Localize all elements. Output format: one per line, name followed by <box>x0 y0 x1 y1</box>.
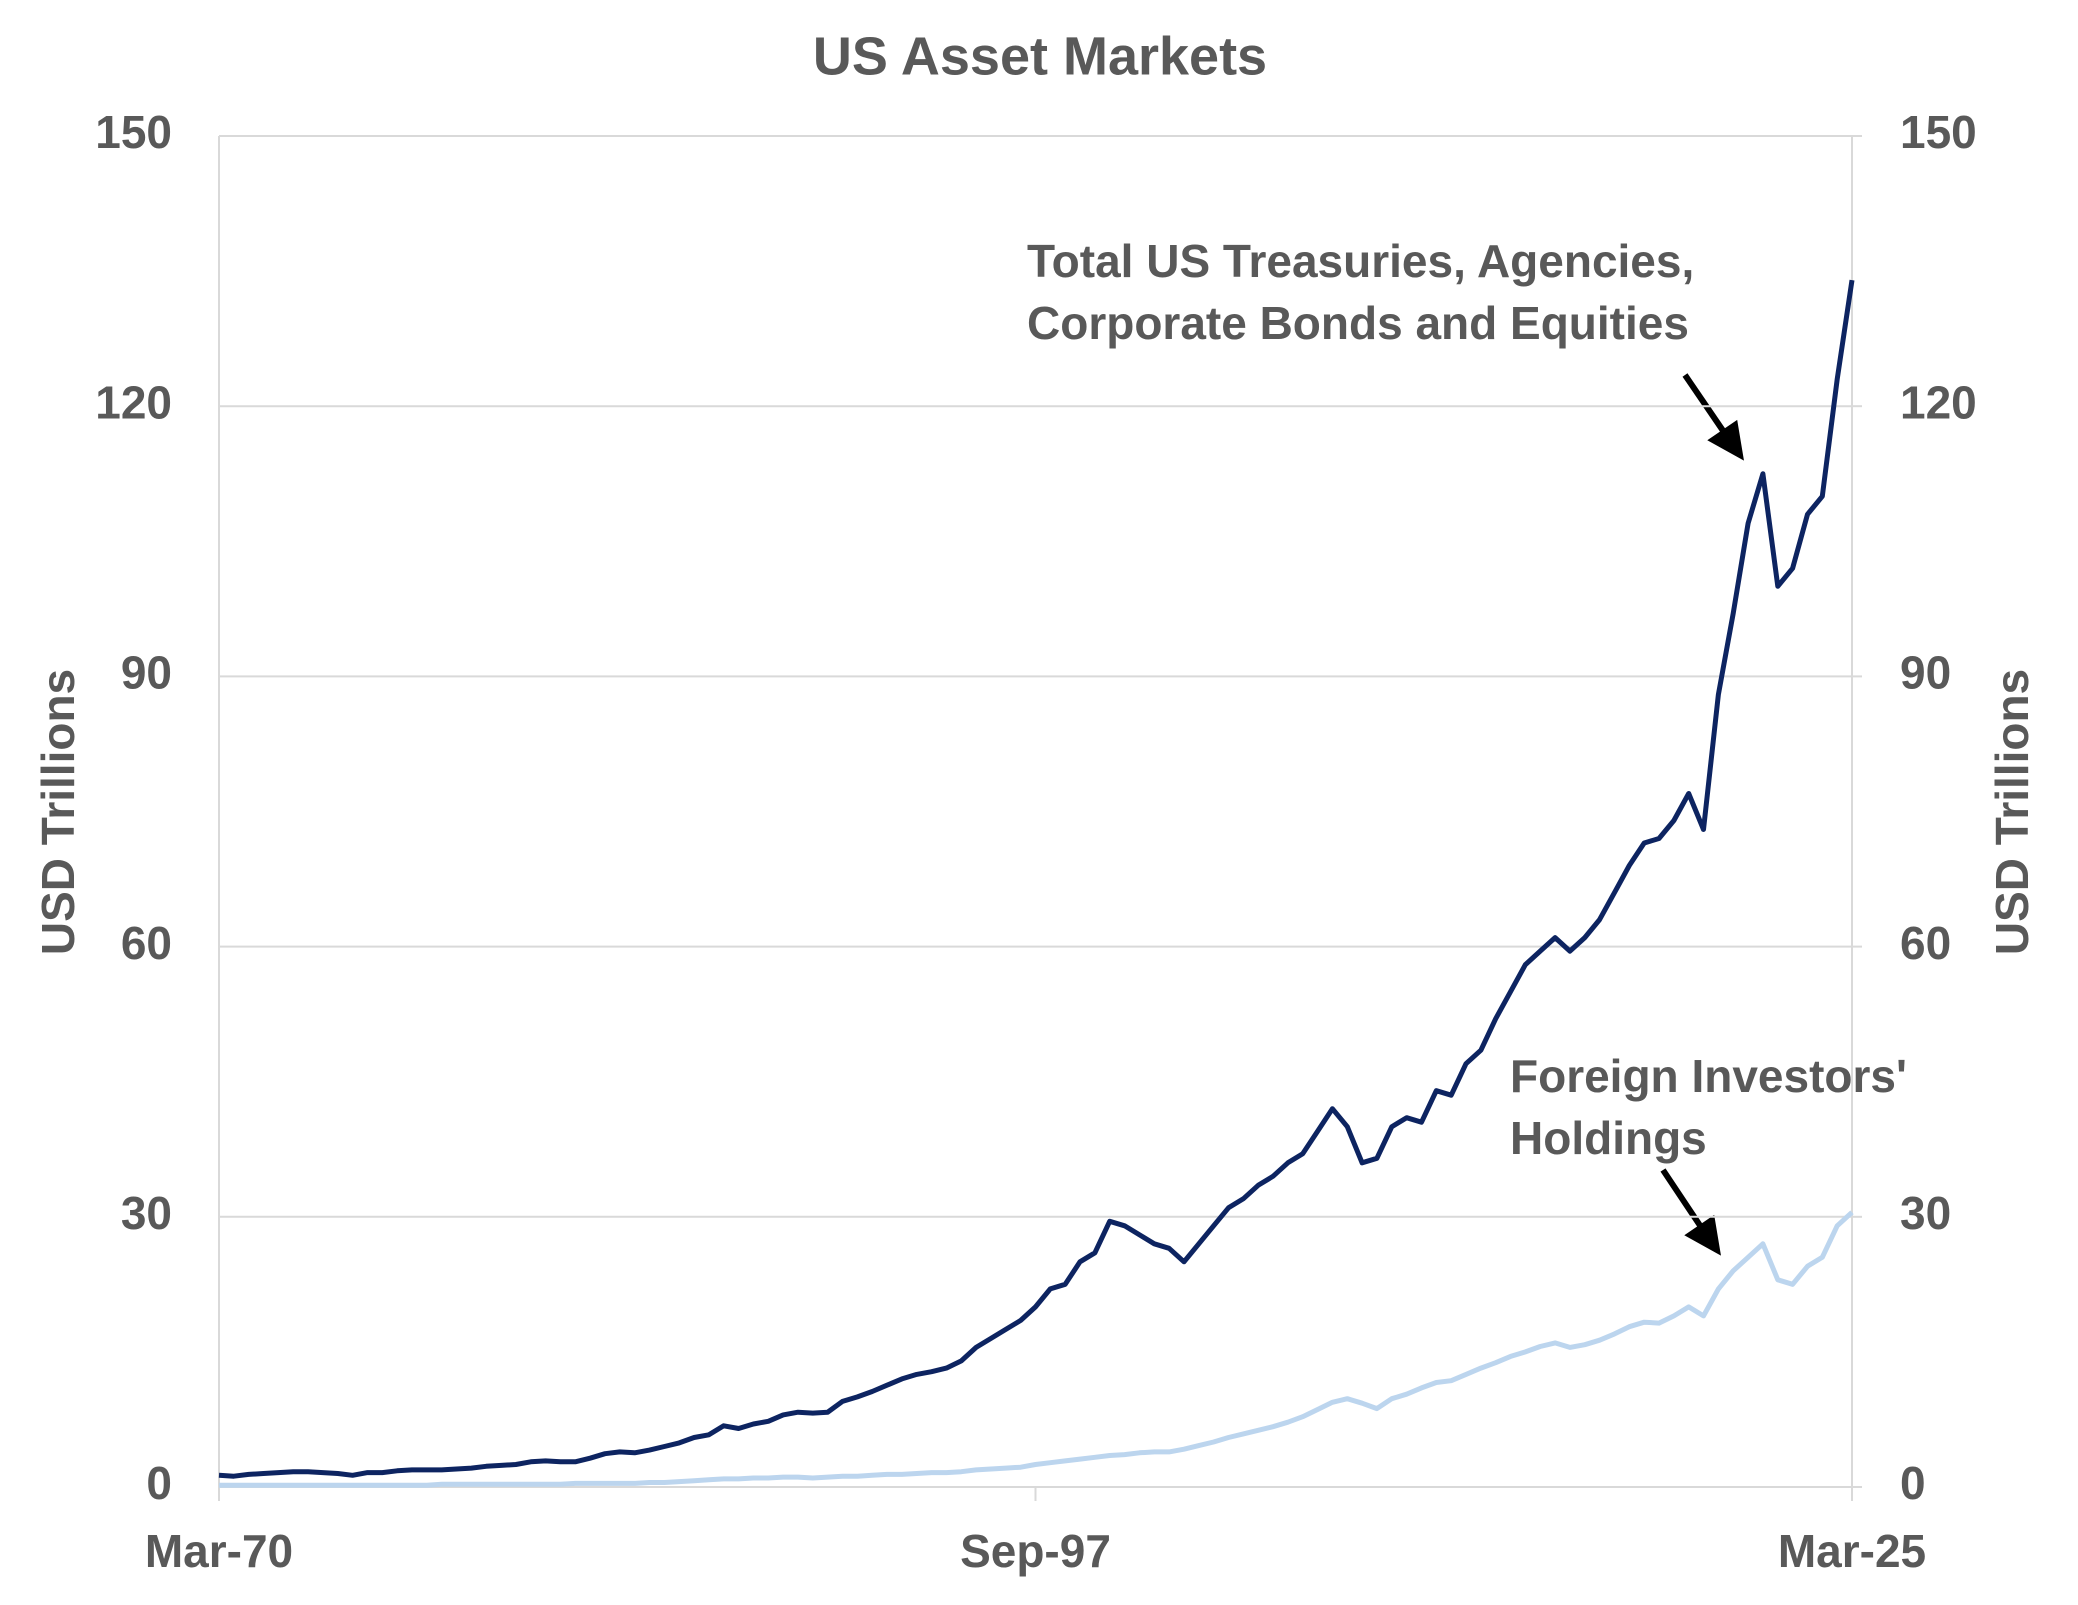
annotation: Total US Treasuries, Agencies, <box>1027 235 1694 287</box>
y2-tick-label: 60 <box>1900 917 1951 969</box>
series-line <box>218 279 1855 1479</box>
arrow-head <box>1707 419 1744 461</box>
y2-axis-label: USD Trillions <box>1986 669 2038 955</box>
chart-title: US Asset Markets <box>813 26 1267 86</box>
y2-tick-label: 150 <box>1900 106 1977 158</box>
series-line <box>219 1210 1854 1488</box>
y2-tick-label: 120 <box>1900 376 1977 428</box>
x-tick-label: Mar-70 <box>145 1525 293 1577</box>
x-tick-label: Sep-97 <box>960 1525 1111 1577</box>
y2-tick-label: 90 <box>1900 647 1951 699</box>
arrow <box>1660 1168 1708 1235</box>
y2-tick-label: 30 <box>1900 1187 1951 1239</box>
y2-tick-label: 0 <box>1900 1457 1926 1509</box>
annotation: Corporate Bonds and Equities <box>1027 297 1689 349</box>
annotation-arrows <box>1660 373 1744 1256</box>
arrow-head <box>1684 1214 1721 1256</box>
annotation: Foreign Investors' <box>1510 1050 1907 1102</box>
y-tick-label: 120 <box>95 376 172 428</box>
y-tick-label: 0 <box>146 1457 172 1509</box>
x-tick-label: Mar-25 <box>1778 1525 1926 1577</box>
y-tick-label: 150 <box>95 106 172 158</box>
y-tick-label: 90 <box>121 647 172 699</box>
y-tick-label: 60 <box>121 917 172 969</box>
annotation: Holdings <box>1510 1112 1707 1164</box>
y-axis-label: USD Trillions <box>32 669 84 955</box>
y-tick-label: 30 <box>121 1187 172 1239</box>
